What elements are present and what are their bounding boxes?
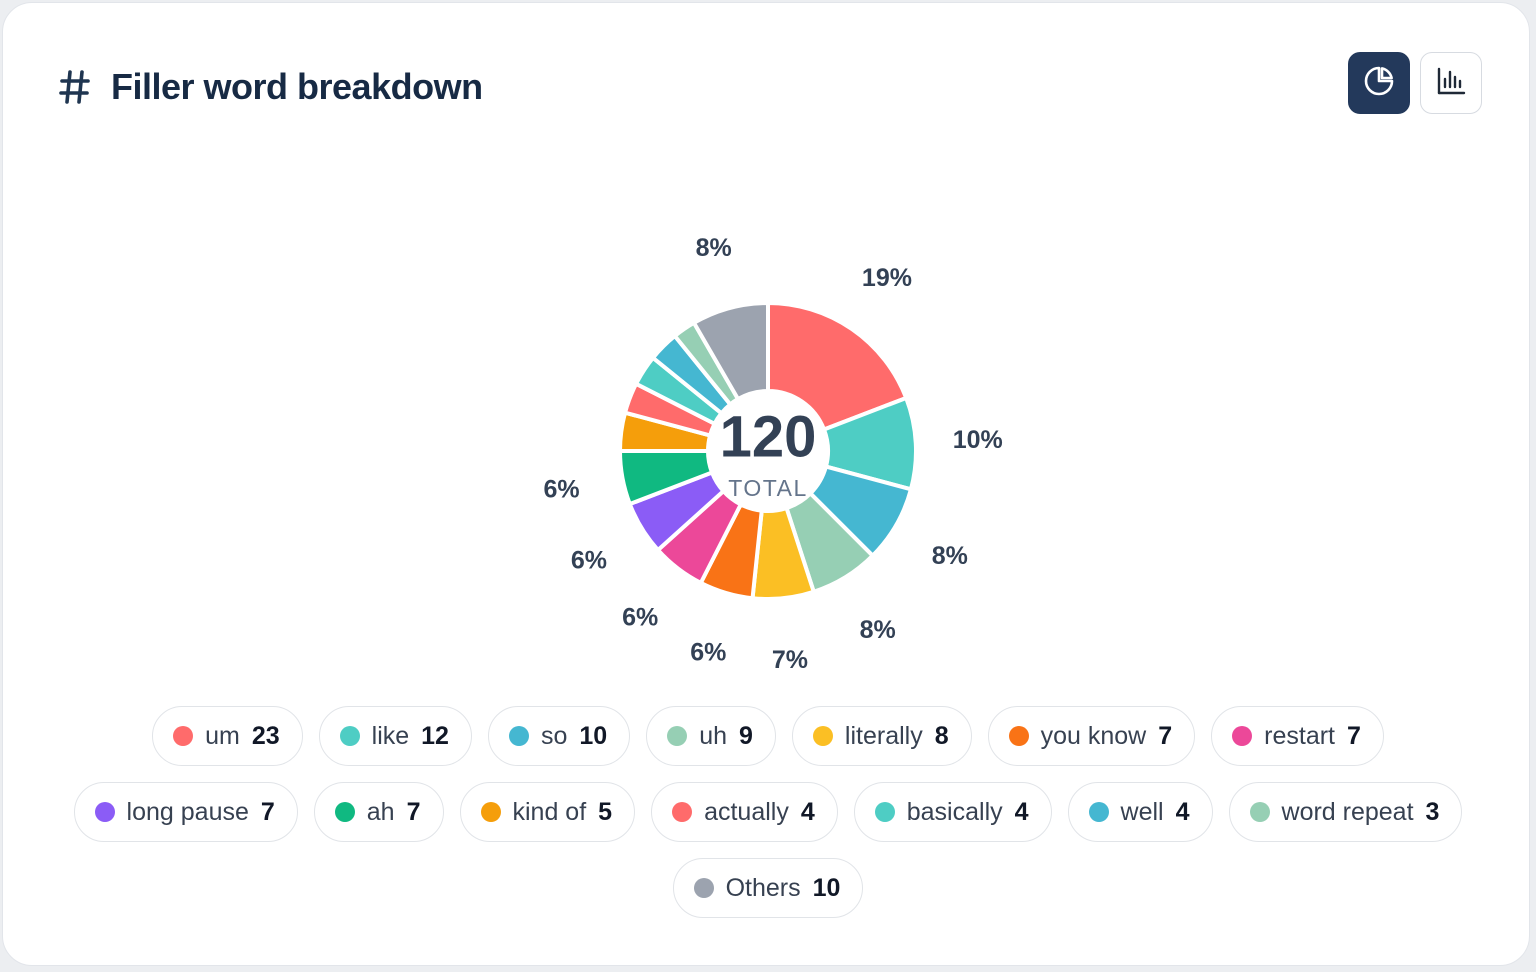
hash-icon [59,69,91,105]
legend-count: 8 [934,721,949,750]
legend-label: like [371,721,410,750]
card-title: Filler word breakdown [111,66,483,107]
legend-label: actually [704,797,789,826]
legend-label: word repeat [1281,797,1414,826]
legend-item-so[interactable]: so 10 [487,706,631,766]
legend-color-dot [334,802,355,822]
legend-label: uh [699,721,727,750]
legend-item-uh[interactable]: uh 9 [646,706,776,766]
legend-count: 9 [739,721,753,750]
legend-color-dot [173,726,194,746]
legend-color-dot [1249,802,1270,822]
percent-label: 6% [622,604,658,632]
legend-item-actually[interactable]: actually 4 [651,782,838,842]
percent-label: 8% [932,542,968,570]
legend-color-dot [812,726,833,746]
legend-count: 7 [406,797,421,826]
legend-label: long pause [126,797,249,826]
legend-label: literally [844,721,923,750]
legend-count: 4 [800,797,815,826]
donut-slice-um[interactable] [766,301,909,432]
legend-color-dot [339,726,360,746]
legend-item-well[interactable]: well 4 [1067,782,1213,842]
legend-count: 7 [1158,721,1173,750]
legend-item-basically[interactable]: basically 4 [853,782,1052,842]
legend-item-you-know[interactable]: you know 7 [987,706,1196,766]
legend-count: 10 [812,873,841,902]
pie-chart-icon [1363,65,1395,102]
legend-color-dot [480,802,501,822]
legend-item-kind-of[interactable]: kind of 5 [459,782,636,842]
legend-color-dot [508,726,529,746]
legend-label: so [540,721,568,750]
chart-legend: um 23 like 12 so 10 uh 9 literally 8 you know 7 rest… [40,706,1496,918]
legend-count: 7 [1347,721,1361,750]
legend-count: 10 [579,721,608,750]
legend-item-others[interactable]: Others 10 [672,858,864,918]
pie-view-button[interactable] [1348,52,1410,114]
legend-item-long-pause[interactable]: long pause 7 [73,782,298,842]
percent-label: 8% [696,234,732,262]
percent-label: 6% [543,475,579,503]
legend-count: 23 [251,721,280,750]
legend-color-dot [672,802,693,822]
legend-color-dot [1008,726,1029,746]
legend-color-dot [667,726,688,746]
total-value: 120 [720,405,817,470]
legend-item-literally[interactable]: literally 8 [791,706,972,766]
legend-count: 4 [1014,797,1029,826]
legend-label: you know [1040,721,1147,750]
percent-label: 7% [772,646,808,674]
legend-item-word-repeat[interactable]: word repeat 3 [1228,782,1463,842]
bar-chart-icon [1436,66,1466,101]
legend-label: Others [725,873,801,902]
legend-label: kind of [512,797,587,826]
legend-label: well [1120,797,1164,826]
legend-color-dot [1088,802,1109,822]
legend-item-um[interactable]: um 23 [152,706,303,766]
legend-item-restart[interactable]: restart 7 [1211,706,1384,766]
percent-label: 6% [690,638,726,666]
donut-chart: 19% 10% 8% 8% 7% 6% 6% 6% 6% 8% 120 TOTAL [543,234,1003,674]
legend-label: basically [906,797,1003,826]
legend-count: 4 [1175,797,1190,826]
percent-label: 8% [860,616,896,644]
donut-slice-others[interactable] [692,301,770,402]
legend-color-dot [94,802,115,822]
percent-label: 19% [862,264,912,292]
legend-count: 5 [598,797,613,826]
legend-label: ah [366,797,395,826]
legend-color-dot [1232,726,1253,746]
percent-label: 10% [953,426,1003,454]
legend-label: um [205,721,240,750]
legend-color-dot [693,878,714,898]
legend-color-dot [874,802,895,822]
bar-view-button[interactable] [1420,52,1482,114]
legend-count: 3 [1425,797,1440,826]
legend-count: 12 [421,721,449,750]
percent-label: 6% [571,547,607,575]
legend-item-ah[interactable]: ah 7 [313,782,444,842]
legend-item-like[interactable]: like 12 [318,706,472,766]
legend-count: 7 [260,797,275,826]
total-label: TOTAL [728,475,808,501]
legend-label: restart [1264,721,1335,750]
